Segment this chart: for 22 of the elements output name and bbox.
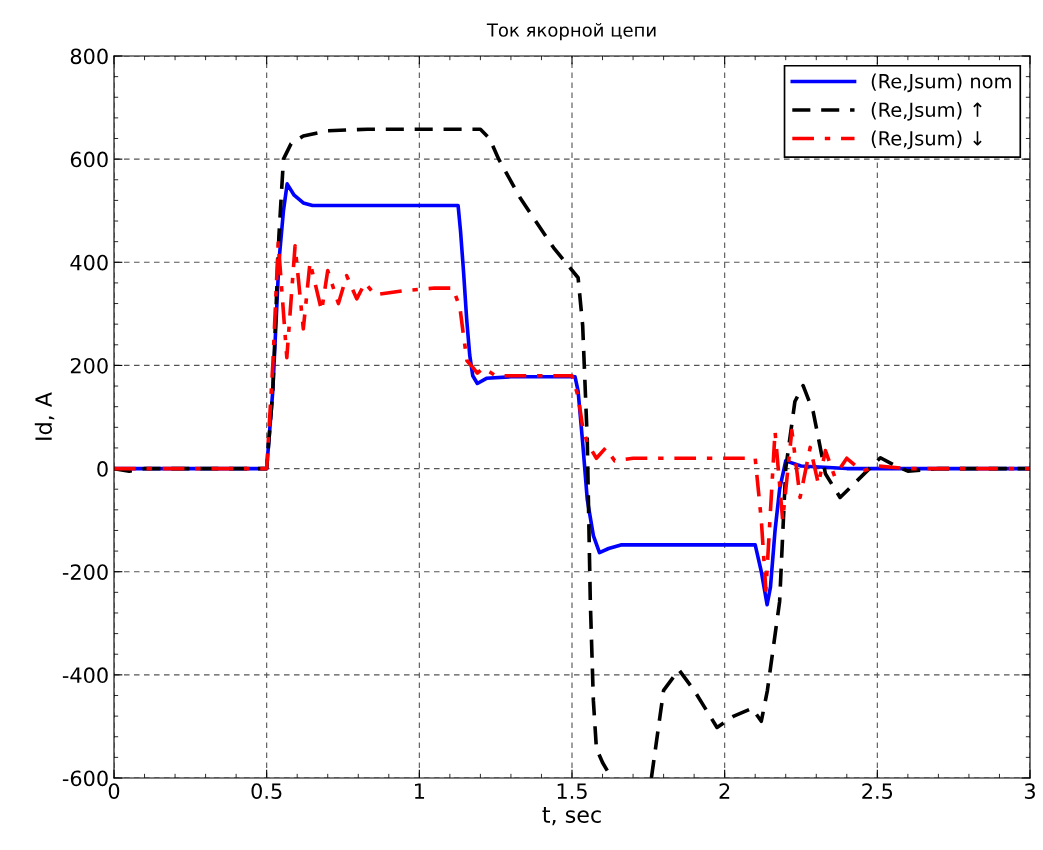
chart-title: Ток якорной цепи (486, 22, 656, 41)
x-tick-label: 2.5 (862, 783, 893, 799)
y-axis-title: Id, A (34, 392, 55, 440)
legend-label: (Re,Jsum) ↓ (871, 130, 982, 150)
y-tick-label: -400 (62, 667, 108, 684)
legend-label: (Re,Jsum) nom (871, 73, 1011, 93)
y-tick-label: 600 (70, 151, 108, 168)
y-tick-label: 200 (70, 357, 108, 374)
y-tick-label: -200 (62, 564, 108, 580)
x-tick-label: 2 (719, 783, 730, 799)
y-tick-label: 0 (97, 461, 108, 477)
legend-label: (Re,Jsum) ↑ (871, 102, 982, 121)
x-tick-label: 0.5 (251, 783, 282, 799)
x-tick-label: 0 (108, 783, 120, 799)
y-tick-label: 800 (70, 48, 108, 65)
y-tick-label: -600 (62, 770, 108, 787)
x-tick-label: 1 (414, 783, 425, 799)
y-tick-label: 400 (70, 254, 108, 271)
x-tick-label: 1.5 (557, 783, 587, 799)
line-series (114, 240, 1030, 593)
x-axis-title: t, sec (542, 807, 601, 826)
x-tick-label: 3 (1024, 783, 1035, 799)
